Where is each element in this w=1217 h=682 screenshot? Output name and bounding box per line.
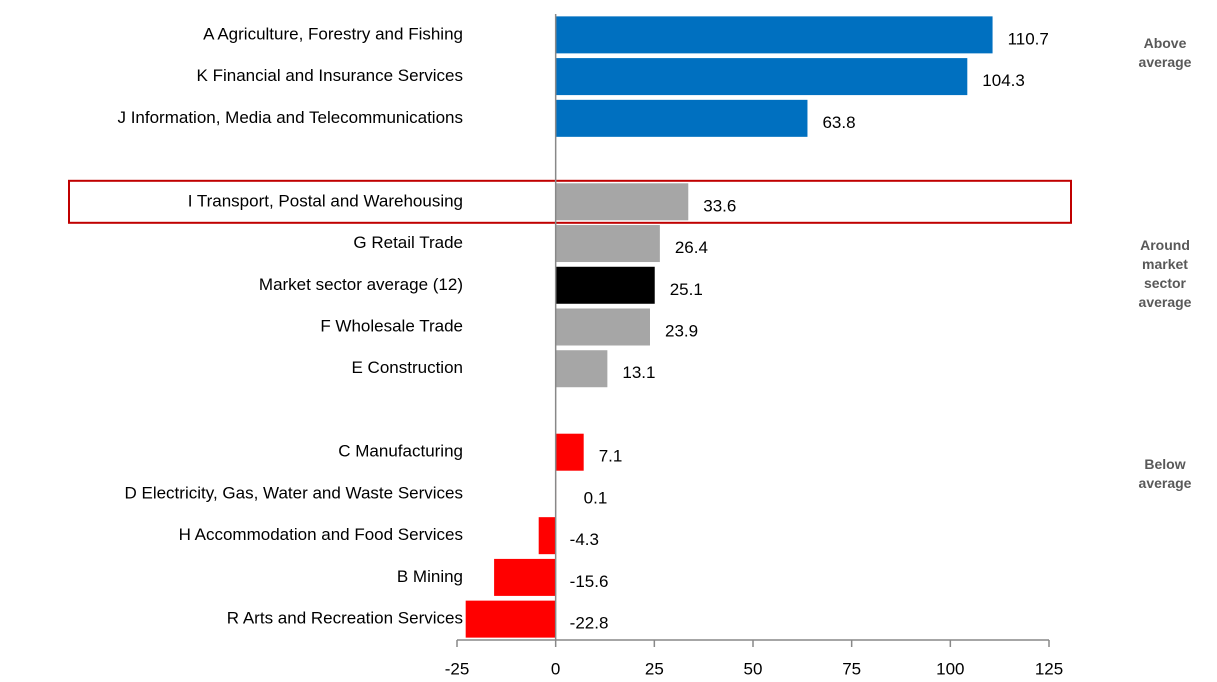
highlight-box <box>68 179 1072 224</box>
category-label: G Retail Trade <box>353 233 463 252</box>
group-annotation: Below average <box>1138 456 1192 491</box>
category-label: A Agriculture, Forestry and Fishing <box>203 24 463 43</box>
group-annotation: Above average <box>1138 35 1192 70</box>
category-label: E Construction <box>352 358 464 377</box>
category-label: J Information, Media and Telecommunicati… <box>117 108 463 127</box>
value-label: 7.1 <box>599 447 623 466</box>
x-tick-label: 50 <box>744 659 763 678</box>
category-label: D Electricity, Gas, Water and Waste Serv… <box>124 483 463 502</box>
category-label: C Manufacturing <box>338 442 463 461</box>
bar <box>465 600 556 638</box>
group-annotation: Around market sector average <box>1138 237 1192 310</box>
bar <box>494 558 556 596</box>
value-label: -22.8 <box>570 614 609 633</box>
bar <box>555 350 608 388</box>
bar <box>555 99 808 137</box>
bar <box>555 308 650 346</box>
bar <box>555 58 968 96</box>
x-tick-label: 125 <box>1035 659 1063 678</box>
category-label: K Financial and Insurance Services <box>197 66 463 85</box>
x-tick-label: 0 <box>551 659 560 678</box>
category-label: R Arts and Recreation Services <box>227 609 463 628</box>
x-tick-label: 100 <box>936 659 964 678</box>
bar <box>555 225 660 263</box>
bar <box>555 16 993 54</box>
value-label: 33.6 <box>703 196 736 215</box>
value-label: 26.4 <box>675 238 708 257</box>
x-tick-label: 25 <box>645 659 664 678</box>
value-label: 13.1 <box>622 363 655 382</box>
value-label: 25.1 <box>670 280 703 299</box>
category-label: I Transport, Postal and Warehousing <box>188 191 463 210</box>
value-label: 104.3 <box>982 71 1025 90</box>
x-tick-label: 75 <box>842 659 861 678</box>
value-label: -4.3 <box>570 530 599 549</box>
value-label: 0.1 <box>584 488 608 507</box>
bar <box>555 183 689 221</box>
category-label: Market sector average (12) <box>259 275 463 294</box>
bar <box>555 433 584 471</box>
x-tick-label: -25 <box>445 659 470 678</box>
value-label: 63.8 <box>822 113 855 132</box>
value-label: 23.9 <box>665 321 698 340</box>
category-label: B Mining <box>397 567 463 586</box>
category-label: F Wholesale Trade <box>320 316 463 335</box>
bar <box>555 266 655 304</box>
value-label: 110.7 <box>1008 29 1049 48</box>
category-label: H Accommodation and Food Services <box>179 525 463 544</box>
bar <box>538 517 556 555</box>
value-label: -15.6 <box>570 572 609 591</box>
